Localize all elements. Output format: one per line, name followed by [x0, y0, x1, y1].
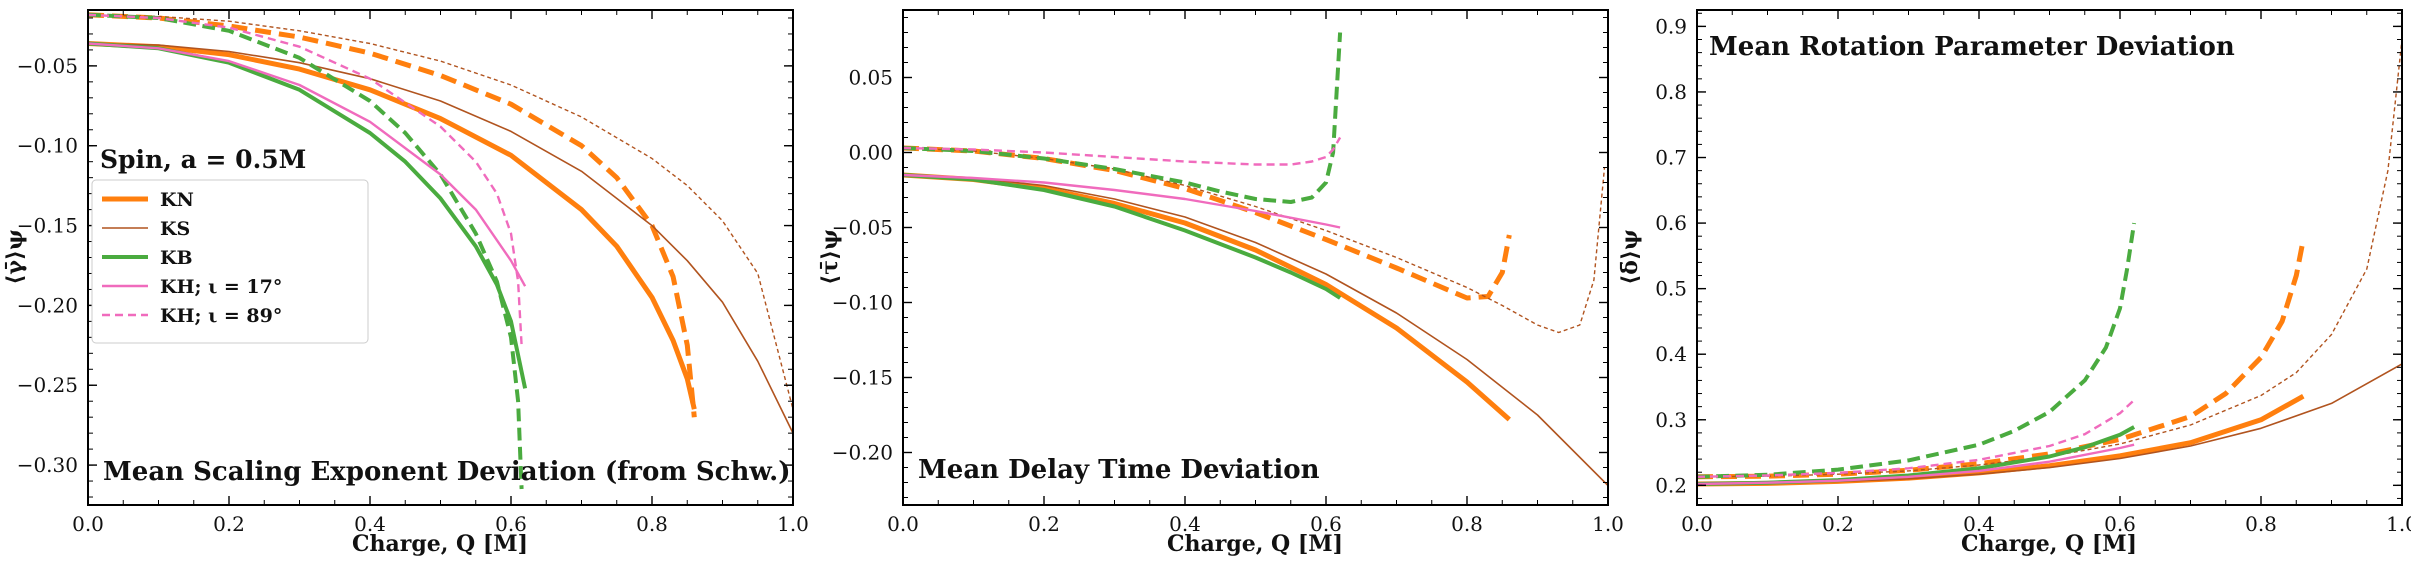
series-line-kh17-solid	[903, 173, 1341, 229]
series-line-kb-dashed	[903, 32, 1343, 204]
series-line-kh17-solid	[88, 42, 527, 287]
x-tick-label: 0.0	[887, 512, 919, 536]
series-layer	[88, 12, 793, 490]
series-line-ks-dashed	[1697, 39, 2402, 478]
y-axis-label: ⟨δ̄⟩ψ	[1617, 229, 1643, 285]
x-tick-label: 0.0	[1681, 512, 1713, 536]
y-tick-label: −0.15	[832, 366, 893, 390]
series-line-kn-solid	[903, 172, 1511, 422]
y-tick-label: −0.30	[17, 453, 78, 477]
y-tick-label: −0.20	[17, 293, 78, 317]
y-tick-label: −0.05	[17, 54, 78, 78]
y-tick-label: 0.6	[1655, 211, 1687, 235]
series-line-kh17-solid	[1697, 443, 2135, 486]
y-tick-label: 0.00	[848, 141, 893, 165]
series-line-kh89-dashed	[88, 13, 523, 346]
legend: KN KS KB KH; ι = 17° KH; ι = 89°	[91, 179, 369, 344]
axes-frame	[87, 9, 794, 506]
x-tick-label: 1.0	[1592, 512, 1624, 536]
series-line-kn-solid	[88, 41, 697, 410]
legend-label-ks: KS	[160, 218, 190, 240]
x-tick-label: 1.0	[777, 512, 809, 536]
panel-title: Mean Scaling Exponent Deviation (from Sc…	[103, 457, 791, 487]
x-tick-label: 0.8	[636, 512, 668, 536]
series-layer	[903, 32, 1608, 487]
spin-label: Spin, a = 0.5M	[100, 145, 306, 174]
axes-frame	[902, 9, 1609, 506]
tick-layer: 0.0 0.2 0.4 0.6 0.8 1.0 0.2 0.3 0.4 0.5 0.6 0.7 0.8 0…	[1655, 10, 2411, 536]
series-layer	[1697, 39, 2402, 487]
x-tick-label: 0.4	[1963, 512, 1995, 536]
y-axis-label: ⟨τ̄⟩ψ	[817, 229, 843, 285]
x-tick-label: 0.2	[1822, 512, 1854, 536]
panel-title: Mean Rotation Parameter Deviation	[1709, 32, 2235, 62]
series-line-kn-dashed	[88, 12, 697, 418]
x-tick-label: 0.0	[72, 512, 104, 536]
panel-title: Mean Delay Time Deviation	[918, 455, 1320, 485]
series-line-kb-dashed	[1697, 222, 2137, 479]
x-tick-label: 0.4	[354, 512, 386, 536]
legend-label-kb: KB	[160, 247, 193, 269]
y-tick-label: 0.8	[1655, 80, 1687, 104]
y-tick-label: 0.4	[1655, 342, 1687, 366]
legend-box	[91, 179, 369, 344]
legend-label-kh17: KH; ι = 17°	[160, 276, 282, 298]
x-tick-label: 0.6	[2104, 512, 2136, 536]
series-line-kh89-dashed	[1697, 399, 2135, 478]
series-line-ks-dashed	[88, 14, 793, 410]
y-tick-label: −0.20	[832, 441, 893, 465]
x-tick-label: 0.4	[1169, 512, 1201, 536]
x-axis-label: Charge, Q [M]	[1961, 531, 2137, 557]
x-axis-label: Charge, Q [M]	[1167, 531, 1343, 557]
series-line-kb-dashed	[88, 12, 524, 490]
y-tick-label: −0.05	[832, 216, 893, 240]
y-tick-label: −0.25	[17, 373, 78, 397]
tick-layer: 0.0 0.2 0.4 0.6 0.8 1.0 −0.30 −0.25 −0.20 −0.15 −0…	[17, 10, 809, 536]
legend-label-kh89: KH; ι = 89°	[160, 305, 282, 327]
x-tick-label: 0.8	[2245, 512, 2277, 536]
series-line-ks-solid	[903, 174, 1608, 487]
series-line-kn-dashed	[903, 145, 1512, 301]
legend-label-kn: KN	[160, 189, 194, 211]
y-tick-label: 0.7	[1655, 146, 1687, 170]
series-line-kh89-dashed	[903, 136, 1342, 166]
x-tick-label: 0.2	[1028, 512, 1060, 536]
panel-scaling-exponent: 0.0 0.2 0.4 0.6 0.8 1.0 −0.30 −0.25 −0.20 −0.15 −0…	[2, 9, 809, 557]
x-tick-label: 0.6	[1310, 512, 1342, 536]
y-tick-label: 0.05	[848, 66, 893, 90]
x-tick-label: 0.2	[213, 512, 245, 536]
panel-delay-time: 0.0 0.2 0.4 0.6 0.8 1.0 −0.20 −0.15 −0.10 −0.05 0.…	[817, 9, 1624, 557]
x-tick-label: 0.6	[495, 512, 527, 536]
y-tick-label: 0.5	[1655, 277, 1687, 301]
series-line-ks-dashed	[903, 147, 1606, 334]
series-line-kn-dashed	[1697, 239, 2306, 480]
series-line-kb-solid	[903, 173, 1342, 300]
y-tick-label: −0.10	[832, 291, 893, 315]
x-tick-label: 0.8	[1451, 512, 1483, 536]
y-tick-label: −0.15	[17, 214, 78, 238]
x-axis-label: Charge, Q [M]	[352, 531, 528, 557]
series-line-ks-solid	[88, 42, 793, 434]
tick-layer: 0.0 0.2 0.4 0.6 0.8 1.0 −0.20 −0.15 −0.10 −0.05 0.…	[832, 10, 1624, 536]
axes-frame	[1696, 9, 2403, 506]
x-tick-label: 1.0	[2386, 512, 2411, 536]
y-tick-label: 0.9	[1655, 14, 1687, 38]
y-tick-label: 0.2	[1655, 473, 1687, 497]
panel-rotation-parameter: 0.0 0.2 0.4 0.6 0.8 1.0 0.2 0.3 0.4 0.5 0.6 0.7 0.8 0…	[1617, 9, 2411, 557]
y-tick-label: 0.3	[1655, 408, 1687, 432]
y-axis-label: ⟨γ̄⟩ψ	[2, 229, 28, 284]
y-tick-label: −0.10	[17, 134, 78, 158]
